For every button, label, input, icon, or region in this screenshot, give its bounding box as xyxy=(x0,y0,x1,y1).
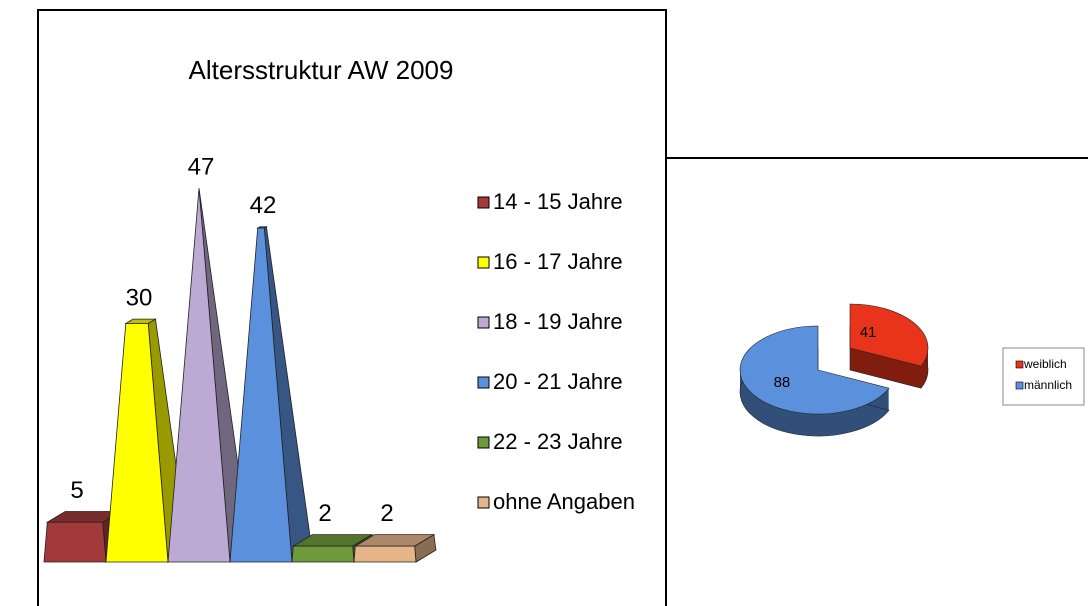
bar xyxy=(167,188,231,563)
legend-swatch xyxy=(477,436,490,449)
bar xyxy=(105,323,169,563)
data-label: 88 xyxy=(774,374,791,391)
legend-swatch xyxy=(1015,381,1024,390)
pie-slice xyxy=(739,325,890,415)
legend-label: männlich xyxy=(1024,378,1072,392)
legend-label: 22 - 23 Jahre xyxy=(493,429,623,454)
data-label: 2 xyxy=(318,500,331,527)
pie-slice xyxy=(849,303,929,367)
bar xyxy=(229,227,293,563)
legend-label: 20 - 21 Jahre xyxy=(493,369,623,394)
bar xyxy=(353,545,417,563)
legend-swatch xyxy=(477,316,490,329)
bar xyxy=(43,521,107,563)
data-label: 41 xyxy=(860,324,877,341)
legend-label: weiblich xyxy=(1023,357,1067,371)
bar xyxy=(291,545,355,563)
legend-label: 14 - 15 Jahre xyxy=(493,189,623,214)
data-label: 5 xyxy=(70,477,83,504)
legend-label: 16 - 17 Jahre xyxy=(493,249,623,274)
legend-label: 18 - 19 Jahre xyxy=(493,309,623,334)
chart-title: Altersstruktur AW 2009 xyxy=(189,55,454,85)
data-label: 2 xyxy=(380,500,393,527)
legend-label: ohne Angaben xyxy=(493,489,635,514)
data-label: 47 xyxy=(188,154,215,181)
legend-box xyxy=(1002,347,1085,406)
data-label: 30 xyxy=(126,285,153,312)
legend-swatch xyxy=(1015,360,1024,369)
legend-swatch xyxy=(477,256,490,269)
legend-swatch xyxy=(477,496,490,509)
legend-swatch xyxy=(477,196,490,209)
data-label: 42 xyxy=(250,192,277,219)
legend-swatch xyxy=(477,376,490,389)
